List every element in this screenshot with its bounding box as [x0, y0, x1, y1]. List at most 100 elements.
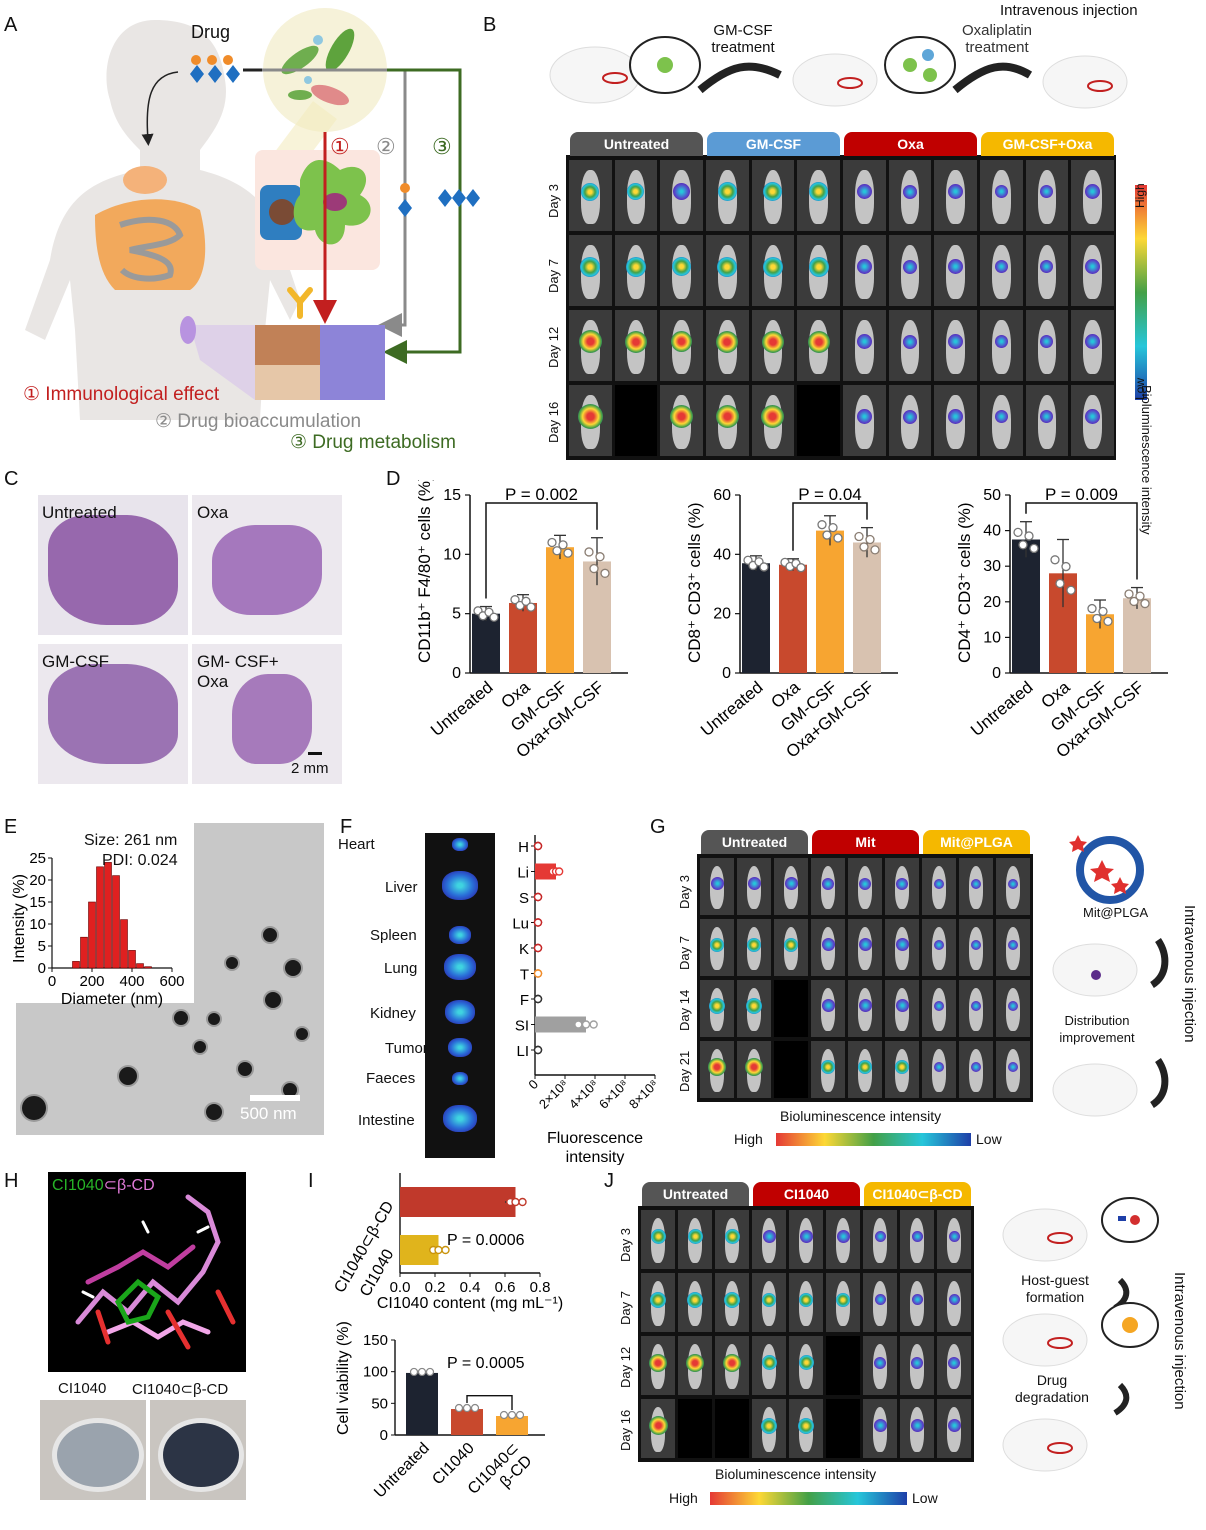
g-bioluminescence-signal — [858, 999, 872, 1013]
b-bioluminescence-signal — [717, 256, 738, 277]
j-bioluminescence-signal — [724, 1229, 740, 1245]
b-bioluminescence-signal — [670, 405, 694, 429]
j-bioluminescence-signal — [687, 1229, 703, 1245]
dish-1-cell — [657, 57, 673, 73]
i-top-p-value: P = 0.0006 — [447, 1232, 525, 1249]
j-mouse-image — [789, 1273, 823, 1332]
j-mouse-image — [641, 1336, 675, 1395]
j-bioluminescence-signal — [874, 1294, 886, 1306]
h-photo-b — [150, 1400, 246, 1500]
g-bioluminescence-signal — [747, 937, 761, 952]
d-y-tick-label: 50 — [983, 487, 1001, 504]
d-data-point — [796, 563, 806, 573]
e-histogram-bar — [96, 866, 104, 969]
e-size-histogram: 0 5 10 15 20 25 0 200 400 600 Intensity (%) Diamete… — [11, 850, 185, 1008]
e-histogram-bar — [128, 950, 136, 969]
d-data-point — [552, 546, 562, 556]
f-data-point — [533, 841, 543, 851]
d-data-point — [1050, 555, 1060, 565]
g-mouse-image — [848, 858, 882, 915]
j-group-header-1: CI1040 — [753, 1182, 860, 1206]
e-tem-nanoparticle — [296, 1028, 308, 1040]
b-mouse-image — [888, 235, 932, 306]
d-data-point — [510, 595, 520, 605]
f-organ-label: Lung — [384, 960, 418, 977]
j-group-header-0: Untreated — [642, 1182, 749, 1206]
h-photo-label-a: CI1040 — [58, 1380, 107, 1397]
i-bot-category-label-line: Untreated — [371, 1440, 433, 1502]
i-top-bar — [400, 1187, 516, 1217]
j-empty-cell — [715, 1399, 749, 1458]
j-bioluminescence-signal — [874, 1356, 886, 1369]
d-y-axis-label: CD11b⁺ F4/80⁺ cells (%) — [415, 480, 434, 663]
arrow-1 — [697, 62, 782, 94]
panel-b-letter: B — [483, 14, 497, 36]
j-mouse-image — [678, 1210, 712, 1269]
g-mouse-image — [996, 1041, 1030, 1098]
b-mouse-image — [888, 310, 932, 381]
g-mouse-image — [700, 858, 734, 915]
d-y-axis-label: CD4⁺ CD3⁺ cells (%) — [955, 502, 974, 663]
f-organ-fluorescence — [444, 954, 476, 980]
d-data-point — [600, 568, 610, 578]
b-mouse-image — [614, 310, 658, 381]
g-mouse-image — [922, 919, 956, 976]
d-data-point — [833, 533, 843, 543]
c-label-oxa: Oxa — [197, 503, 229, 522]
i-bot-y-tick-label: 50 — [371, 1395, 388, 1412]
j-bioluminescence-signal — [911, 1294, 923, 1306]
panel-j-letter: J — [604, 1170, 614, 1192]
g-scale-low: Low — [976, 1131, 1002, 1147]
g-bioluminescence-signal — [971, 939, 981, 950]
g-bioluminescence-signal — [1008, 939, 1018, 950]
d-bar — [742, 563, 770, 673]
j-bioluminescence-signal — [874, 1231, 886, 1243]
histology-gmcsf-oxa-tissue — [232, 674, 312, 764]
d-y-tick-label: 0 — [722, 665, 731, 682]
j-bioluminescence-signal — [650, 1291, 666, 1308]
histology-untreated — [38, 495, 188, 635]
oxaliplatin-treatment-label: Oxaliplatin treatment — [961, 22, 1033, 56]
f-category-label: LI — [516, 1043, 529, 1060]
j-scale-bar — [710, 1492, 907, 1505]
g-mouse-image — [922, 1041, 956, 1098]
i-top-x-tick-label: 0.4 — [460, 1279, 481, 1296]
tumor-tissue-purple — [320, 325, 385, 400]
h-title: CI1040⊂β-CD — [52, 1175, 155, 1195]
d-bar — [546, 547, 574, 673]
plga-nanoparticle — [1076, 836, 1144, 904]
f-data-point — [581, 1020, 591, 1029]
b-day-label-1: Day 7 — [546, 258, 561, 293]
g-bioluminescence-signal — [895, 1059, 909, 1074]
f-category-label: T — [520, 967, 529, 984]
g-mouse-image — [811, 980, 845, 1037]
d-x-tick-label: Untreated — [967, 678, 1036, 741]
f-data-point — [533, 994, 543, 1004]
e-tem-nanoparticle — [238, 1062, 252, 1076]
f-x-tick-label: 0 — [525, 1077, 541, 1093]
dendritic-cell-nucleus — [323, 193, 347, 211]
g-bioluminescence-signal — [971, 1061, 981, 1072]
b-mouse-image — [888, 385, 932, 456]
b-bioluminescence-signal — [948, 184, 964, 200]
path-2-drug-dot — [400, 183, 410, 193]
d-data-point — [589, 563, 599, 574]
g-mouse-image — [885, 858, 919, 915]
b-bioluminescence-signal — [856, 259, 872, 275]
f-organ-fluorescence — [452, 838, 468, 851]
e-histogram-bar — [72, 961, 80, 969]
i-bot-bar — [406, 1372, 438, 1435]
b-mouse-image — [569, 385, 612, 456]
b-mouse-image — [751, 385, 795, 456]
b-mouse-image — [751, 310, 795, 381]
b-empty-cell — [614, 385, 658, 456]
d-data-point — [1018, 540, 1028, 550]
j-bioluminescence-signal — [799, 1292, 813, 1307]
j-dish-1-drug — [1130, 1215, 1140, 1225]
b-bioluminescence-signal — [994, 335, 1008, 349]
b-bioluminescence-signal — [580, 256, 601, 277]
g-mouse-image — [996, 858, 1030, 915]
j-mouse-3-gut — [1047, 1442, 1073, 1454]
